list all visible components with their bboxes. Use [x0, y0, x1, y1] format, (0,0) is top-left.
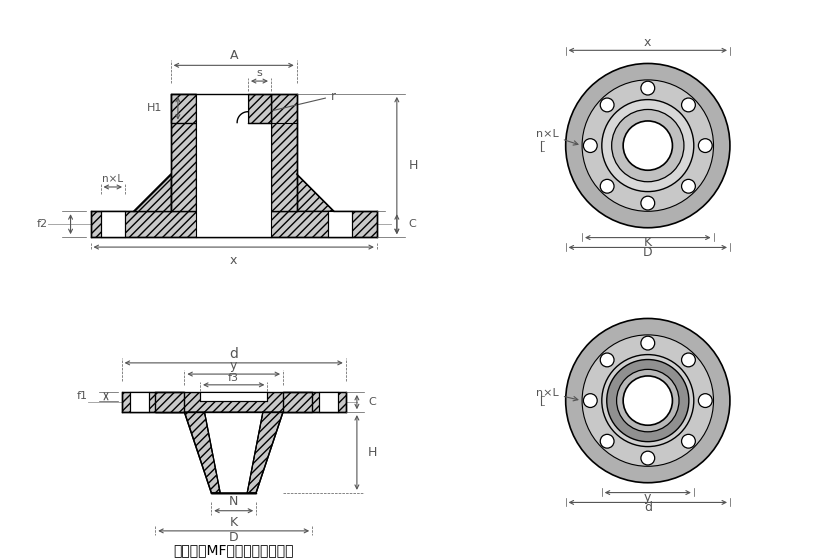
Text: H: H — [408, 159, 417, 172]
Circle shape — [616, 370, 678, 432]
Polygon shape — [270, 94, 296, 211]
Text: f1: f1 — [77, 391, 88, 402]
Polygon shape — [184, 412, 220, 493]
Polygon shape — [133, 174, 170, 211]
Circle shape — [606, 360, 688, 442]
Text: d: d — [643, 501, 651, 514]
Polygon shape — [155, 392, 184, 412]
Text: d: d — [229, 347, 238, 361]
Text: x: x — [230, 254, 237, 267]
Text: f3: f3 — [228, 372, 239, 382]
Text: s: s — [256, 68, 262, 78]
Circle shape — [582, 394, 596, 408]
Text: x: x — [644, 36, 650, 49]
Polygon shape — [319, 392, 337, 412]
Circle shape — [640, 81, 654, 95]
Text: C: C — [408, 219, 415, 229]
Circle shape — [581, 80, 713, 211]
Text: H1: H1 — [147, 103, 162, 113]
Circle shape — [565, 319, 729, 483]
Circle shape — [681, 435, 695, 448]
Circle shape — [622, 376, 672, 425]
Text: A: A — [229, 49, 238, 63]
Text: H: H — [368, 446, 377, 459]
Polygon shape — [296, 174, 333, 211]
Text: n×L: n×L — [536, 388, 577, 401]
Text: K: K — [643, 236, 651, 249]
Polygon shape — [197, 94, 247, 123]
Text: y: y — [230, 359, 237, 372]
Polygon shape — [90, 211, 377, 237]
Polygon shape — [200, 392, 267, 400]
Circle shape — [640, 451, 654, 465]
Circle shape — [681, 179, 695, 193]
Circle shape — [600, 353, 613, 367]
Polygon shape — [101, 211, 124, 237]
Circle shape — [611, 109, 683, 182]
Circle shape — [698, 394, 712, 408]
Circle shape — [601, 354, 693, 446]
Text: r: r — [256, 90, 336, 116]
Polygon shape — [328, 211, 352, 237]
Circle shape — [600, 98, 613, 112]
Text: K: K — [229, 516, 238, 529]
Circle shape — [565, 63, 729, 228]
Text: D: D — [229, 531, 238, 544]
Circle shape — [681, 98, 695, 112]
Text: N: N — [229, 496, 238, 508]
Polygon shape — [197, 94, 270, 237]
Polygon shape — [121, 392, 346, 412]
Polygon shape — [247, 94, 270, 123]
Text: n×L: n×L — [536, 129, 577, 145]
Circle shape — [640, 196, 654, 210]
Circle shape — [640, 336, 654, 350]
Circle shape — [600, 435, 613, 448]
Circle shape — [622, 121, 672, 170]
Text: D: D — [642, 246, 652, 259]
Text: n×L: n×L — [102, 174, 123, 184]
Text: 凹凸面（MF）對焊銃制管法蘭: 凹凸面（MF）對焊銃制管法蘭 — [174, 543, 293, 557]
Text: y: y — [644, 491, 650, 504]
Polygon shape — [170, 94, 197, 211]
Circle shape — [698, 139, 712, 152]
Circle shape — [600, 179, 613, 193]
Circle shape — [601, 100, 693, 192]
Polygon shape — [247, 412, 283, 493]
Text: C: C — [368, 397, 375, 407]
Polygon shape — [204, 412, 263, 493]
Circle shape — [581, 335, 713, 466]
Circle shape — [681, 353, 695, 367]
Polygon shape — [129, 392, 148, 412]
Text: f2: f2 — [37, 219, 48, 229]
Polygon shape — [170, 94, 197, 123]
Polygon shape — [283, 392, 312, 412]
Circle shape — [582, 139, 596, 152]
